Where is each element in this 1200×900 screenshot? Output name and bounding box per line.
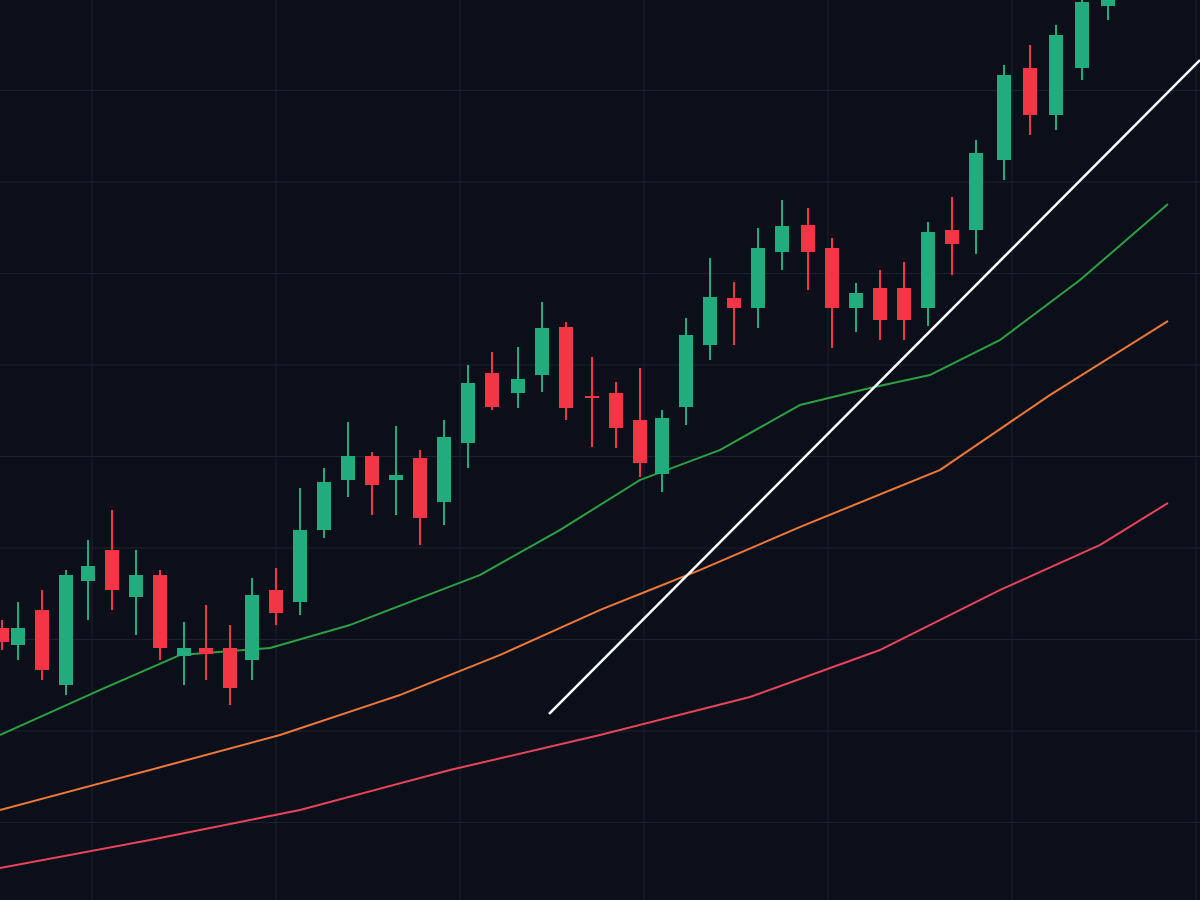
candle-body: [997, 75, 1011, 160]
candle-body: [703, 297, 717, 345]
candle-body: [535, 328, 549, 375]
candle-body: [873, 288, 887, 320]
candle-body: [969, 153, 983, 230]
moving-average-line: [0, 502, 1169, 869]
candle-body: [825, 248, 839, 308]
candle-body: [11, 628, 25, 645]
candle-body: [81, 566, 95, 581]
candle-body: [751, 248, 765, 308]
candle-body: [129, 575, 143, 597]
candle-body: [199, 648, 213, 654]
candle-body: [897, 288, 911, 320]
candle-body: [223, 648, 237, 688]
candle-body: [609, 393, 623, 428]
candle-body: [775, 226, 789, 252]
candle-body: [1023, 68, 1037, 115]
candle-body: [1049, 35, 1063, 115]
candle-body: [921, 232, 935, 308]
trend-line: [548, 59, 1200, 715]
candle-body: [511, 379, 525, 393]
candle-body: [293, 530, 307, 602]
candle-body: [413, 458, 427, 518]
candle-body: [0, 628, 9, 642]
candle-body: [461, 383, 475, 443]
candle-body: [801, 225, 815, 252]
candle-body: [153, 575, 167, 648]
candle-body: [1101, 0, 1115, 6]
candle-body: [655, 418, 669, 474]
candle-body: [485, 373, 499, 407]
candle-body: [633, 420, 647, 463]
candle-body: [341, 456, 355, 480]
candle-body: [365, 456, 379, 485]
candle-body: [317, 482, 331, 530]
candle-body: [1075, 2, 1089, 68]
moving-average-line: [0, 320, 1169, 811]
candle-body: [269, 590, 283, 613]
candle-body: [679, 335, 693, 407]
candle-body: [389, 475, 403, 480]
candle-body: [727, 298, 741, 308]
candle-body: [59, 575, 73, 685]
candle-body: [945, 230, 959, 244]
candle-body: [105, 550, 119, 590]
candle-body: [849, 293, 863, 308]
candle-body: [177, 648, 191, 656]
candle-body: [585, 396, 599, 398]
candle-body: [559, 327, 573, 408]
candle-body: [437, 437, 451, 502]
candle-body: [245, 595, 259, 660]
candle-body: [35, 610, 49, 670]
